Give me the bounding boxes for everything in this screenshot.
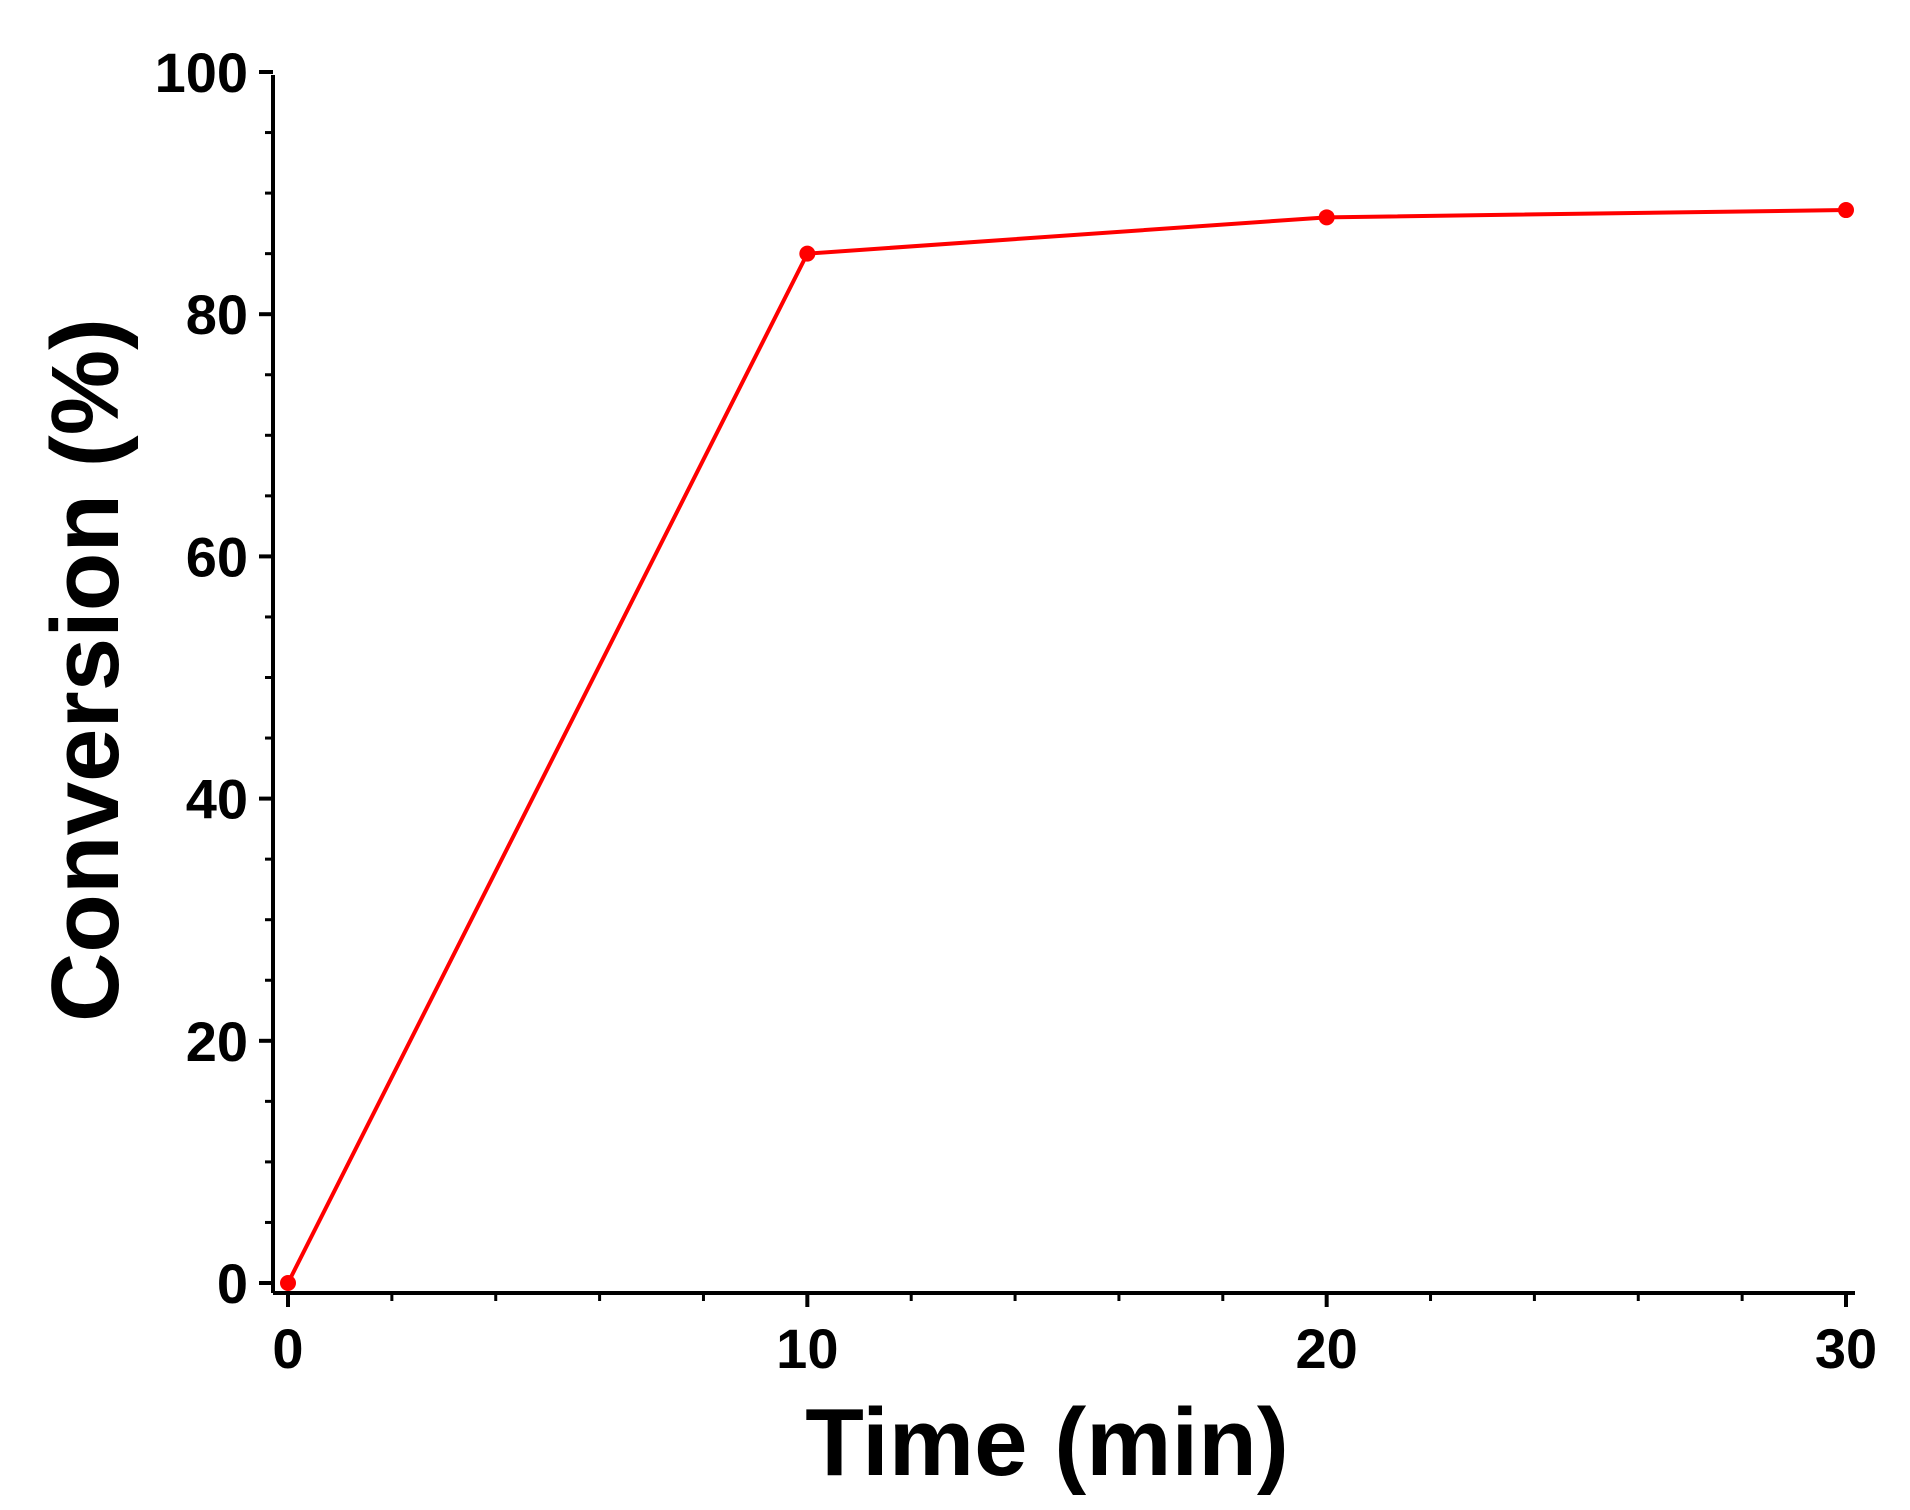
x-tick-label: 0 — [272, 1317, 303, 1380]
x-tick-labels: 0 10 20 30 — [272, 1317, 1877, 1380]
y-tick-label: 100 — [155, 41, 248, 104]
y-tick-labels: 0 20 40 60 80 100 — [155, 41, 248, 1315]
y-tick-label: 20 — [186, 1010, 248, 1073]
data-point — [1318, 209, 1335, 226]
y-tick-label: 60 — [186, 525, 248, 588]
x-axis-title: Time (min) — [805, 1389, 1289, 1496]
series-layer — [280, 202, 1854, 1291]
major-ticks — [259, 70, 1848, 1307]
data-point — [280, 1275, 296, 1291]
x-tick-label: 10 — [776, 1317, 838, 1380]
x-tick-label: 20 — [1296, 1317, 1358, 1380]
data-point — [799, 245, 816, 262]
minor-ticks — [265, 131, 1744, 1301]
y-tick-label: 40 — [186, 768, 248, 831]
y-axis-title: Conversion (%) — [32, 318, 139, 1022]
data-point — [1838, 202, 1854, 219]
series-line — [286, 208, 1847, 1284]
y-tick-label: 0 — [217, 1252, 248, 1315]
x-tick-label: 30 — [1815, 1317, 1877, 1380]
y-tick-label: 80 — [186, 283, 248, 346]
